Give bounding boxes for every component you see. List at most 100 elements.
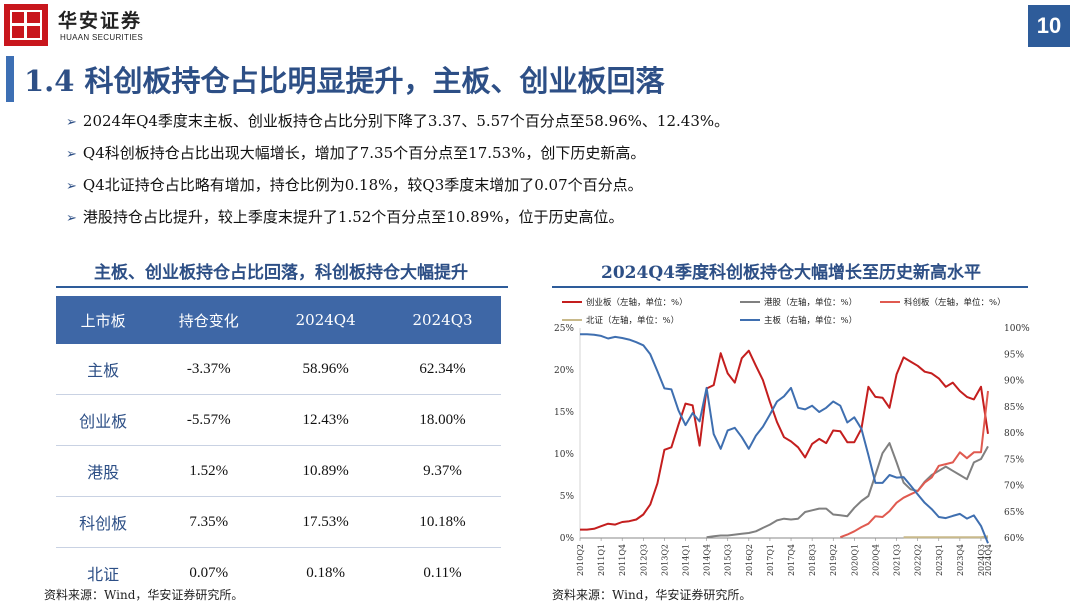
q3-value: 9.37% (384, 445, 501, 497)
x-axis-tick-label: 2020Q1 (850, 544, 859, 576)
chart-legend: 创业板（左轴，单位：%） 港股（左轴，单位：%） 科创板（左轴，单位：%） 北证（左轴… (562, 297, 1006, 326)
legend-label: 创业板（左轴，单位：%） (586, 297, 688, 308)
x-axis-tick-label: 2017Q1 (766, 544, 775, 576)
right-source-note: 资料来源：Wind，华安证券研究所。 (552, 588, 752, 602)
series-line (839, 390, 989, 539)
change-value: 1.52% (150, 445, 268, 497)
right-axis-tick-label: 70% (1004, 482, 1024, 492)
x-axis-tick-label: 2017Q4 (787, 544, 796, 576)
board-name: 科创板 (56, 496, 151, 548)
x-axis-tick-label: 2020Q4 (871, 544, 880, 576)
board-name: 主板 (56, 344, 151, 395)
x-axis-tick-label: 2011Q1 (597, 544, 606, 576)
x-axis-tick-label: 2010Q2 (576, 544, 585, 576)
q3-value: 18.00% (384, 394, 501, 446)
change-value: -3.37% (150, 344, 268, 395)
right-axis-tick-label: 65% (1004, 508, 1024, 518)
change-value: 0.07% (189, 564, 229, 581)
title-accent-bar (6, 56, 14, 102)
x-axis-tick-label: 2023Q4 (956, 544, 965, 576)
q3-value: 0.11% (423, 564, 462, 581)
legend-label: 港股（左轴，单位：%） (764, 297, 857, 308)
table-title: 主板、创业板持仓占比回落，科创板持仓大幅提升 (94, 263, 468, 283)
q4-value: 0.18% (306, 564, 345, 581)
legend-label: 北证（左轴，单位：%） (586, 315, 679, 326)
table-row: 创业板 -5.57% 12.43% 18.00% (56, 394, 501, 446)
x-axis-tick-label: 2018Q3 (808, 544, 817, 576)
chart-title: 2024Q4季度科创板持仓大幅增长至历史新高水平 (601, 263, 981, 283)
board-name: 北证 (87, 565, 120, 584)
q3-value: 10.18% (384, 496, 501, 548)
holdings-table: 上市板 持仓变化 2024Q4 2024Q3 主板 -3.37% 58.96% … (56, 296, 501, 598)
x-axis-tick-label: 2016Q2 (745, 544, 754, 576)
x-axis-tick-label: 2023Q1 (935, 544, 944, 576)
right-axis-tick-label: 90% (1004, 377, 1024, 387)
right-axis-tick-label: 60% (1004, 534, 1024, 544)
arrow-icon: ➢ (66, 179, 77, 194)
x-axis-tick-label: 2024Q3 (977, 544, 986, 576)
column-header: 2024Q3 (384, 296, 501, 344)
legend-label: 科创板（左轴，单位：%） (904, 297, 1006, 308)
q4-value: 58.96% (267, 344, 385, 395)
column-header: 持仓变化 (150, 296, 268, 344)
right-axis-tick-label: 85% (1004, 403, 1024, 413)
right-axis-tick-label: 100% (1004, 324, 1030, 334)
q4-value: 10.89% (267, 445, 385, 497)
left-axis-tick-label: 10% (554, 450, 574, 460)
x-axis-tick-label: 2014Q1 (682, 544, 691, 576)
page-title: 1.4 科创板持仓占比明显提升，主板、创业板回落 (24, 64, 665, 98)
table-header-row: 上市板 持仓变化 2024Q4 2024Q3 (56, 296, 501, 344)
board-name: 创业板 (56, 394, 151, 446)
x-axis-tick-label: 2011Q4 (618, 544, 627, 576)
column-header: 上市板 (56, 296, 151, 344)
series-line (903, 535, 989, 539)
legend-label: 主板（右轴，单位：%） (764, 315, 857, 326)
left-axis-tick-label: 15% (554, 408, 574, 418)
right-axis-tick-label: 95% (1004, 350, 1024, 360)
x-axis-tick-label: 2012Q3 (639, 544, 648, 576)
column-header: 2024Q4 (267, 296, 385, 344)
table-row: 港股 1.52% 10.89% 9.37% (56, 445, 501, 497)
x-axis-tick-label: 2024Q4 (984, 544, 993, 576)
q4-value: 12.43% (267, 394, 385, 446)
chart-series (580, 333, 989, 544)
chart-axes: 0% 5% 10% 15% 20% 25% 60% 65% 70% 75% 80% 85% 90% 95%… (554, 324, 1030, 576)
board-name: 港股 (56, 445, 151, 497)
left-source-note: 资料来源：Wind，华安证券研究所。 (44, 588, 244, 602)
arrow-icon: ➢ (66, 115, 77, 130)
x-axis-tick-label: 2015Q3 (724, 544, 733, 576)
change-value: 7.35% (150, 496, 268, 548)
page-number: 10 (1028, 5, 1070, 47)
x-axis-tick-label: 2014Q4 (703, 544, 712, 576)
table-row: 科创板 7.35% 17.53% 10.18% (56, 496, 501, 548)
arrow-icon: ➢ (66, 147, 77, 162)
series-line (580, 333, 989, 544)
right-axis-tick-label: 80% (1004, 429, 1024, 439)
left-axis-tick-label: 0% (560, 534, 575, 544)
q4-value: 17.53% (267, 496, 385, 548)
x-axis-tick-label: 2022Q2 (914, 544, 923, 576)
table-title-underline (56, 286, 508, 288)
bullet-list: ➢ 2024年Q4季度末主板、创业板持仓占比分别下降了3.37、5.57个百分点至… (66, 112, 1026, 240)
bullet-item: ➢ Q4科创板持仓占比出现大幅增长，增加了7.35个百分点至17.53%，创下历史… (66, 144, 646, 162)
table-row: 主板 -3.37% 58.96% 62.34% (56, 344, 501, 395)
table-row: 北证 0.07% 0.18% 0.11% (56, 548, 501, 599)
holdings-line-chart: 创业板（左轴，单位：%） 港股（左轴，单位：%） 科创板（左轴，单位：%） 北证（左轴… (554, 297, 1030, 576)
bullet-item: ➢ 港股持仓占比提升，较上季度末提升了1.52个百分点至10.89%，位于历史高位… (66, 208, 624, 226)
series-line (580, 349, 989, 531)
series-line (706, 442, 989, 539)
x-axis-tick-label: 2019Q2 (829, 544, 838, 576)
q3-value: 62.34% (384, 344, 501, 395)
brand-name-en: HUAAN SECURITIES (60, 33, 144, 42)
right-axis-tick-label: 75% (1004, 455, 1024, 465)
bullet-item: ➢ Q4北证持仓占比略有增加，持仓比例为0.18%，较Q3季度末增加了0.07个百… (66, 176, 643, 194)
chart-title-underline (552, 286, 1028, 288)
huaan-logo-icon (4, 4, 48, 46)
bullet-item: ➢ 2024年Q4季度末主板、创业板持仓占比分别下降了3.37、5.57个百分点至… (66, 112, 730, 130)
left-axis-tick-label: 20% (554, 366, 574, 376)
brand-name-cn: 华安证券 (58, 10, 143, 32)
change-value: -5.57% (150, 394, 268, 446)
left-axis-tick-label: 5% (560, 492, 575, 502)
x-axis-tick-label: 2013Q2 (660, 544, 669, 576)
arrow-icon: ➢ (66, 211, 77, 226)
